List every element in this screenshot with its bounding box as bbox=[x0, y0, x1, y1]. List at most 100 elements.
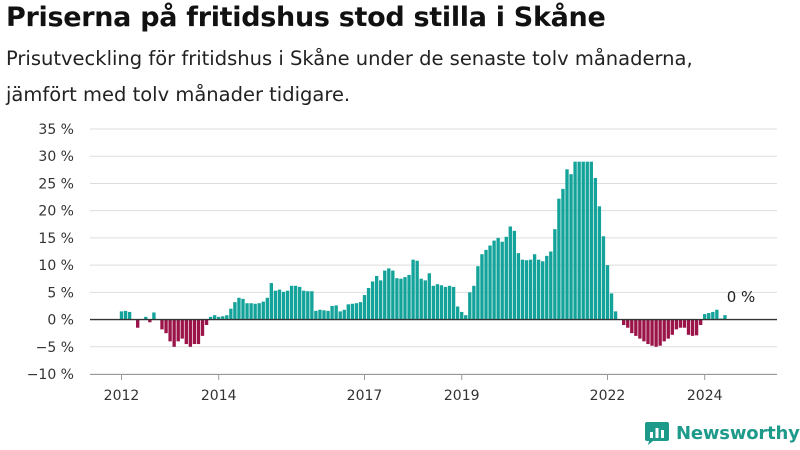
x-tick-label: 2019 bbox=[444, 388, 480, 404]
bar bbox=[136, 319, 140, 328]
bar bbox=[419, 278, 423, 320]
bar bbox=[524, 260, 529, 320]
bar bbox=[435, 284, 440, 320]
bar bbox=[302, 290, 306, 320]
bar bbox=[472, 285, 476, 320]
bar bbox=[245, 303, 249, 320]
bar bbox=[703, 314, 707, 320]
y-tick-label: 30 % bbox=[38, 149, 74, 165]
bar bbox=[152, 312, 156, 320]
bar bbox=[480, 254, 484, 320]
bar bbox=[322, 310, 326, 320]
bar bbox=[176, 319, 180, 342]
bar bbox=[318, 309, 322, 320]
bar bbox=[678, 319, 683, 328]
bar bbox=[334, 305, 338, 320]
bar bbox=[520, 259, 525, 320]
bar bbox=[585, 161, 589, 320]
bar bbox=[496, 237, 500, 320]
bar bbox=[168, 319, 172, 342]
bar bbox=[289, 285, 294, 320]
bar bbox=[338, 311, 342, 320]
bar bbox=[431, 285, 436, 320]
bar bbox=[164, 319, 168, 334]
x-tick-label: 2022 bbox=[590, 388, 626, 404]
bar bbox=[532, 254, 537, 320]
bar bbox=[148, 319, 152, 323]
bar bbox=[468, 292, 472, 320]
bar bbox=[601, 236, 606, 320]
bar bbox=[536, 259, 541, 320]
x-tick-label: 2014 bbox=[201, 388, 237, 404]
x-tick-label: 2012 bbox=[104, 388, 140, 404]
bar bbox=[403, 277, 407, 320]
bar bbox=[488, 245, 492, 320]
bar bbox=[427, 273, 431, 320]
bar bbox=[423, 280, 427, 320]
bar bbox=[597, 206, 602, 320]
y-tick-label: 5 % bbox=[47, 285, 74, 301]
bar bbox=[346, 304, 350, 320]
x-tick-label: 2024 bbox=[687, 388, 723, 404]
y-tick-label: 10 % bbox=[38, 258, 74, 274]
bar bbox=[399, 278, 403, 320]
bar bbox=[285, 290, 290, 320]
bar bbox=[415, 260, 419, 320]
bar bbox=[241, 298, 245, 320]
bar bbox=[293, 285, 298, 320]
bar bbox=[723, 315, 727, 320]
bar bbox=[545, 255, 549, 320]
bar bbox=[715, 309, 719, 320]
bar bbox=[265, 297, 269, 320]
y-tick-label: −10 % bbox=[27, 367, 74, 383]
bar bbox=[557, 198, 561, 320]
y-tick-label: 20 % bbox=[38, 204, 74, 220]
bar bbox=[484, 249, 488, 320]
bar bbox=[225, 315, 229, 320]
bar bbox=[119, 311, 124, 320]
bar bbox=[581, 161, 585, 320]
bar bbox=[593, 178, 598, 320]
bar bbox=[646, 319, 650, 345]
bar bbox=[306, 291, 310, 320]
bar bbox=[516, 253, 521, 320]
bar bbox=[407, 274, 411, 320]
bar bbox=[314, 310, 318, 320]
bar bbox=[188, 319, 193, 347]
bar bbox=[342, 309, 346, 320]
bar bbox=[180, 319, 184, 339]
bar bbox=[229, 308, 233, 320]
bar bbox=[310, 291, 314, 320]
bar bbox=[366, 287, 371, 320]
y-axis-tick-labels: 35 % 30 % 25 % 20 % 15 % 10 % 5 % 0 % −5 % −10 % bbox=[27, 122, 74, 383]
bar bbox=[196, 319, 201, 345]
bar bbox=[528, 259, 533, 320]
bar bbox=[261, 301, 265, 320]
bar bbox=[358, 302, 363, 320]
bar bbox=[281, 291, 286, 320]
bar bbox=[626, 319, 630, 328]
bar bbox=[200, 319, 205, 336]
bar bbox=[212, 315, 217, 320]
bar bbox=[674, 319, 679, 330]
bar bbox=[249, 303, 253, 320]
y-tick-label: −5 % bbox=[36, 340, 74, 356]
bar bbox=[686, 319, 691, 335]
bar bbox=[269, 283, 274, 320]
bar bbox=[326, 310, 330, 320]
x-tick-label: 2017 bbox=[347, 388, 383, 404]
bar bbox=[354, 303, 359, 320]
bar bbox=[127, 311, 132, 320]
bar bbox=[439, 285, 444, 320]
bar bbox=[577, 161, 581, 320]
bar bbox=[383, 270, 387, 320]
bar bbox=[464, 315, 468, 320]
bar bbox=[565, 169, 569, 320]
bar bbox=[192, 319, 197, 345]
bar bbox=[204, 319, 209, 325]
bar-series bbox=[119, 161, 727, 347]
bar bbox=[387, 268, 391, 320]
bar bbox=[217, 316, 221, 320]
bar bbox=[589, 161, 593, 320]
